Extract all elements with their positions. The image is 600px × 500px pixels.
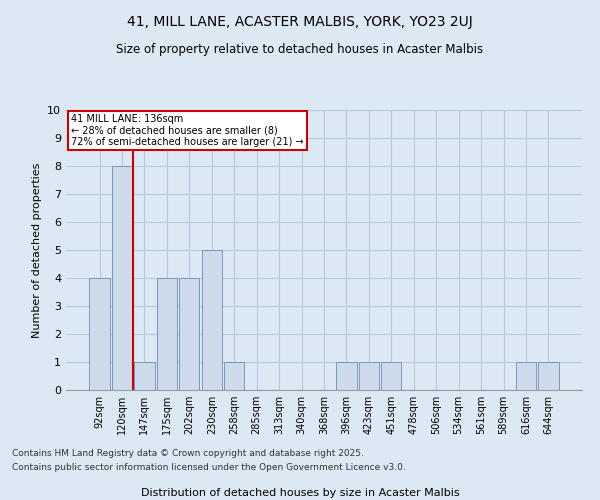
Bar (538, 362, 559, 390)
Text: 41 MILL LANE: 136sqm
← 28% of detached houses are smaller (8)
72% of semi-detach: 41 MILL LANE: 136sqm ← 28% of detached h… (71, 114, 304, 148)
Bar (134, 362, 155, 390)
Bar (224, 362, 244, 390)
Text: Size of property relative to detached houses in Acaster Malbis: Size of property relative to detached ho… (116, 42, 484, 56)
Bar (202, 250, 222, 390)
Text: Contains HM Land Registry data © Crown copyright and database right 2025.: Contains HM Land Registry data © Crown c… (12, 448, 364, 458)
Bar (157, 278, 177, 390)
Bar (89, 278, 110, 390)
Y-axis label: Number of detached properties: Number of detached properties (32, 162, 41, 338)
Text: Distribution of detached houses by size in Acaster Malbis: Distribution of detached houses by size … (140, 488, 460, 498)
Bar (359, 362, 379, 390)
Bar (337, 362, 356, 390)
Bar (112, 166, 132, 390)
Bar (381, 362, 401, 390)
Bar (516, 362, 536, 390)
Text: 41, MILL LANE, ACASTER MALBIS, YORK, YO23 2UJ: 41, MILL LANE, ACASTER MALBIS, YORK, YO2… (127, 15, 473, 29)
Text: Contains public sector information licensed under the Open Government Licence v3: Contains public sector information licen… (12, 464, 406, 472)
Bar (179, 278, 199, 390)
